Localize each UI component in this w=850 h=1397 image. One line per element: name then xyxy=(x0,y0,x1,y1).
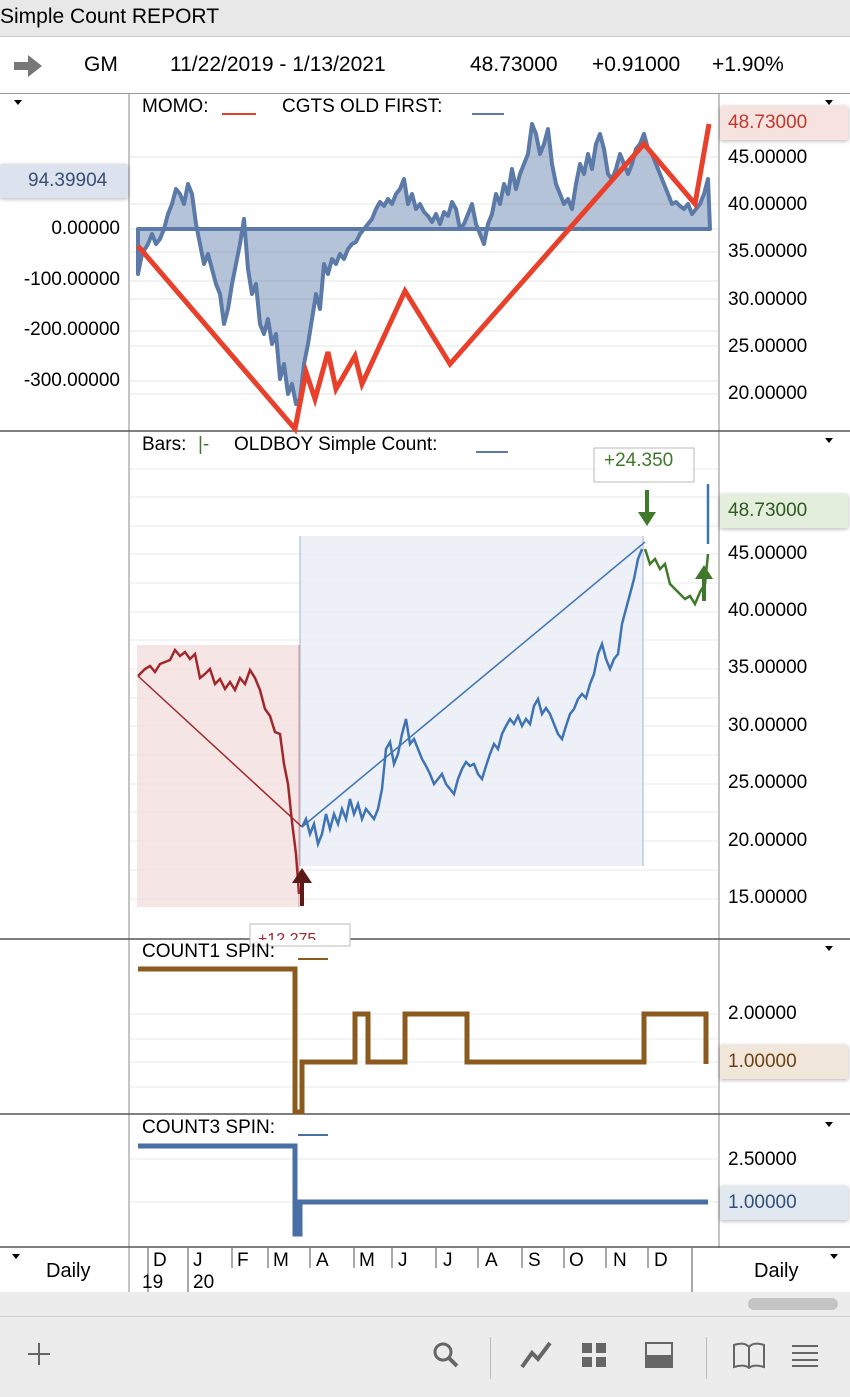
cgts-legend: CGTS OLD FIRST: xyxy=(282,96,443,117)
p2-rtick-5: 20.00000 xyxy=(728,830,808,851)
month-8: A xyxy=(485,1250,498,1271)
panel4-menu-icon[interactable] xyxy=(825,1122,833,1127)
down-region xyxy=(137,645,299,907)
panel2-menu-icon[interactable] xyxy=(825,438,833,443)
month-5: M xyxy=(359,1250,375,1271)
count1-swatch xyxy=(298,958,328,960)
p2-rtick-4: 25.00000 xyxy=(728,772,808,793)
bars-legend-mark: |- xyxy=(198,434,210,455)
count1-legend: COUNT1 SPIN: xyxy=(142,941,276,962)
right-period-menu-icon[interactable] xyxy=(830,1254,838,1259)
p1-rtick-0: 45.00000 xyxy=(728,147,808,168)
grid-icon[interactable] xyxy=(580,1341,608,1369)
window-title: Simple Count REPORT xyxy=(0,5,220,28)
arrow-up-red-icon xyxy=(292,868,312,906)
panel1-right-menu-icon[interactable] xyxy=(825,100,833,105)
horizontal-scrollbar[interactable] xyxy=(748,1298,838,1310)
left-tick-2: -200.00000 xyxy=(23,319,120,340)
book-icon[interactable] xyxy=(732,1341,766,1369)
left-value-tag: 94.39904 xyxy=(0,164,128,198)
month-1: J xyxy=(193,1250,203,1271)
bars-legend: Bars: xyxy=(142,434,187,455)
chart-line-icon[interactable] xyxy=(520,1339,552,1371)
month-10: O xyxy=(569,1250,584,1271)
count3-swatch xyxy=(298,1134,328,1136)
left-tick-1: -100.00000 xyxy=(23,269,120,290)
month-7: J xyxy=(443,1250,453,1271)
arrow-up-green-icon xyxy=(695,565,713,601)
oldboy-legend: OLDBOY Simple Count: xyxy=(234,434,438,455)
arrow-right-icon[interactable] xyxy=(14,55,42,77)
momo-legend: MOMO: xyxy=(142,96,209,117)
panel2-price-tag: 48.73000 xyxy=(720,494,848,528)
layout-icon[interactable] xyxy=(644,1341,674,1369)
p2-rtick-3: 30.00000 xyxy=(728,715,808,736)
p2-rtick-0: 45.00000 xyxy=(728,543,808,564)
year-1: 20 xyxy=(193,1272,215,1293)
month-9: S xyxy=(528,1250,541,1271)
plus-icon[interactable] xyxy=(26,1341,52,1367)
oldboy-swatch xyxy=(476,451,508,453)
up-bars xyxy=(300,548,644,849)
panel1-menu-icon[interactable] xyxy=(14,100,22,105)
toolbar-separator xyxy=(706,1337,707,1379)
cgts-swatch xyxy=(472,113,504,115)
cgts-area xyxy=(136,122,712,406)
toolbar-separator xyxy=(490,1337,491,1379)
chart-area: MOMO: CGTS OLD FIRST: 94.39904 0.00000 -… xyxy=(0,94,850,1292)
chart-svg[interactable] xyxy=(0,94,850,1292)
month-0: D xyxy=(153,1250,167,1271)
quote-change-pct: +1.90% xyxy=(712,53,784,76)
window-title-bar: Simple Count REPORT xyxy=(0,0,850,37)
p4-rtick-0: 2.50000 xyxy=(728,1149,797,1170)
count1-line xyxy=(138,966,709,1115)
left-tick-0: 0.00000 xyxy=(51,218,120,239)
search-icon[interactable] xyxy=(432,1341,460,1369)
month-6: J xyxy=(398,1250,408,1271)
arrow-down-green-icon xyxy=(638,490,656,526)
p1-rtick-2: 35.00000 xyxy=(728,241,808,262)
loss-box-label: +12.275 xyxy=(258,931,317,940)
green-bars xyxy=(643,548,710,607)
year-0: 19 xyxy=(142,1272,164,1293)
down-bars xyxy=(137,647,301,895)
p1-rtick-3: 30.00000 xyxy=(728,289,808,310)
month-12: D xyxy=(654,1250,668,1271)
month-3: M xyxy=(273,1250,289,1271)
month-2: F xyxy=(237,1250,249,1271)
left-period-menu-icon[interactable] xyxy=(12,1254,20,1259)
p1-rtick-1: 40.00000 xyxy=(728,194,808,215)
p3-rtick-0: 2.00000 xyxy=(728,1003,797,1024)
right-period-label[interactable]: Daily xyxy=(754,1260,799,1282)
p2-rtick-6: 15.00000 xyxy=(728,887,808,908)
left-period-label[interactable]: Daily xyxy=(46,1260,91,1282)
quote-date-range: 11/22/2019 - 1/13/2021 xyxy=(170,53,386,76)
quote-last: 48.73000 xyxy=(470,53,558,76)
p1-rtick-5: 20.00000 xyxy=(728,383,808,404)
panel3-menu-icon[interactable] xyxy=(825,946,833,951)
menu-icon[interactable] xyxy=(790,1343,820,1367)
gain-box-label: +24.350 xyxy=(604,450,674,471)
quote-bar: GM 11/22/2019 - 1/13/2021 48.73000 +0.91… xyxy=(0,37,850,94)
momo-line xyxy=(136,123,712,435)
panel4-value-tag: 1.00000 xyxy=(720,1186,848,1220)
bottom-toolbar xyxy=(0,1316,850,1397)
momo-swatch xyxy=(222,113,256,115)
count3-legend: COUNT3 SPIN: xyxy=(142,1117,276,1138)
panel3-value-tag: 1.00000 xyxy=(720,1045,848,1079)
month-4: A xyxy=(316,1250,329,1271)
quote-symbol[interactable]: GM xyxy=(84,53,118,76)
quote-change: +0.91000 xyxy=(592,53,681,76)
p2-rtick-1: 40.00000 xyxy=(728,600,808,621)
left-tick-3: -300.00000 xyxy=(23,370,120,391)
p2-rtick-2: 35.00000 xyxy=(728,657,808,678)
p1-rtick-4: 25.00000 xyxy=(728,336,808,357)
count3-line xyxy=(138,1143,708,1237)
month-11: N xyxy=(613,1250,627,1271)
panel1-price-tag: 48.73000 xyxy=(720,106,848,140)
